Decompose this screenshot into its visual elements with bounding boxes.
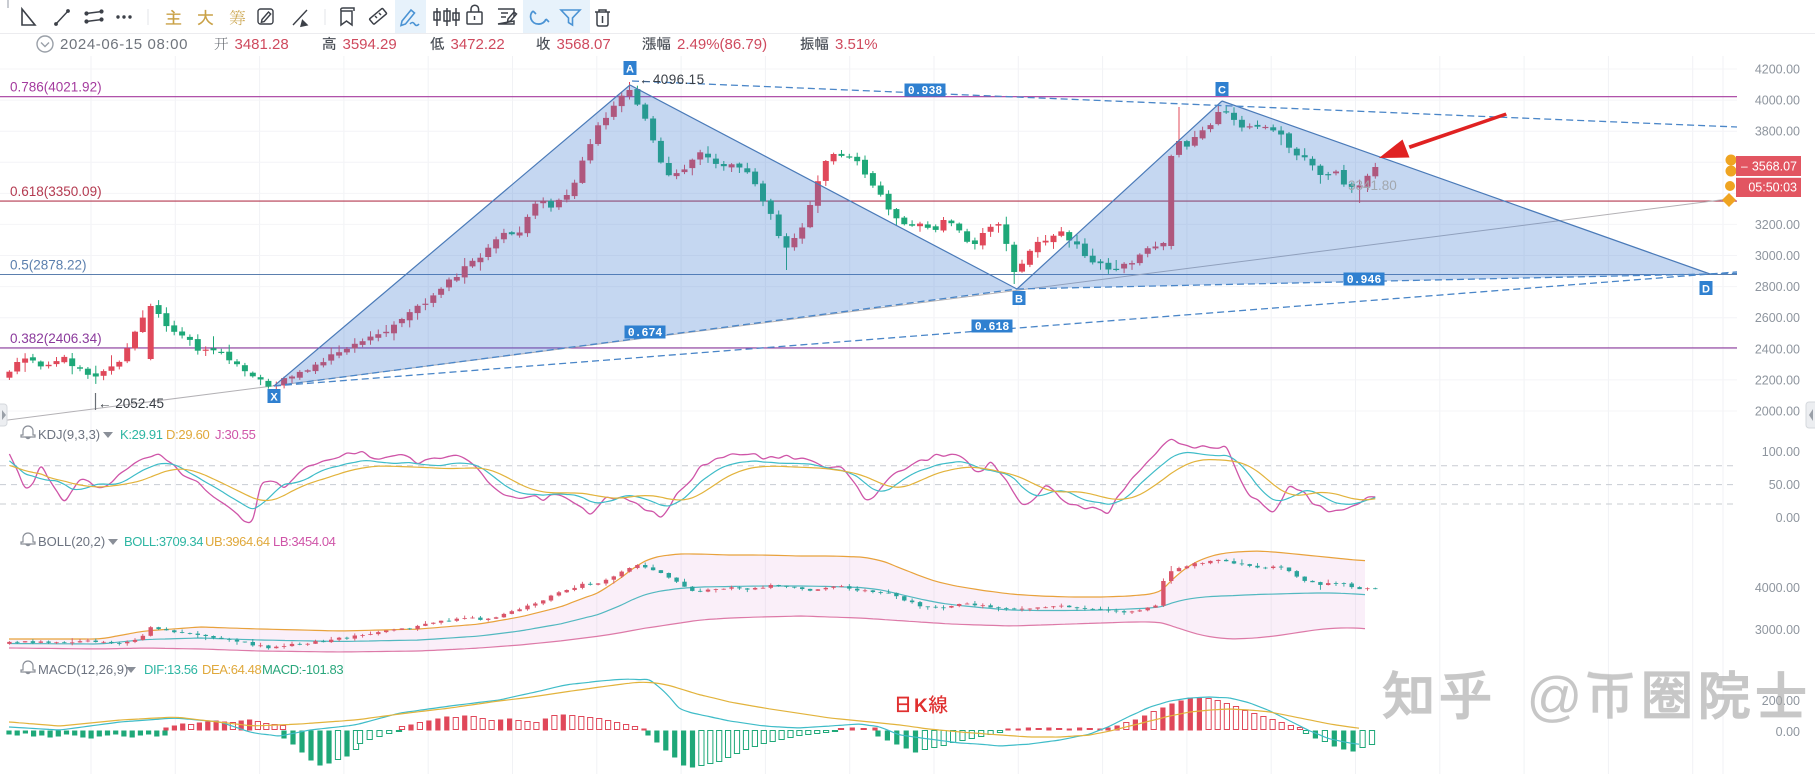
- svg-text:100.00: 100.00: [1762, 445, 1800, 459]
- svg-text:BOLL:3709.34: BOLL:3709.34: [124, 534, 203, 549]
- svg-text:UB:3964.64: UB:3964.64: [205, 534, 270, 549]
- svg-text:3000.00: 3000.00: [1755, 249, 1800, 263]
- svg-text:4200.00: 4200.00: [1755, 63, 1800, 77]
- svg-text:← 2052.45: ← 2052.45: [98, 396, 164, 411]
- svg-text:LB:3454.04: LB:3454.04: [273, 534, 336, 549]
- svg-text:0.946: 0.946: [1347, 274, 1382, 287]
- svg-text:0.00: 0.00: [1776, 725, 1800, 739]
- svg-text:X: X: [270, 392, 278, 404]
- svg-text:05:50:03: 05:50:03: [1748, 181, 1797, 195]
- svg-text:4000.00: 4000.00: [1755, 581, 1800, 595]
- svg-text:0.786(4021.92): 0.786(4021.92): [10, 80, 102, 95]
- svg-text:K: K: [914, 696, 928, 717]
- svg-text:3472.22: 3472.22: [451, 36, 505, 53]
- svg-text:KDJ(9,3,3): KDJ(9,3,3): [38, 427, 100, 442]
- svg-text:A: A: [626, 64, 634, 76]
- svg-text:K:29.91: K:29.91: [120, 427, 163, 442]
- svg-text:2024-06-15 08:00: 2024-06-15 08:00: [60, 36, 188, 53]
- svg-text:2400.00: 2400.00: [1755, 342, 1800, 356]
- svg-text:0.382(2406.34): 0.382(2406.34): [10, 331, 102, 346]
- svg-text:3200.00: 3200.00: [1755, 218, 1800, 232]
- svg-text:2.49%(86.79): 2.49%(86.79): [677, 36, 767, 53]
- svg-text:3800.00: 3800.00: [1755, 125, 1800, 139]
- svg-text:0.938: 0.938: [908, 85, 943, 98]
- svg-text:3.51%: 3.51%: [835, 36, 878, 53]
- svg-text:3481.28: 3481.28: [235, 36, 289, 53]
- svg-text:DEA:64.48: DEA:64.48: [202, 662, 261, 677]
- svg-text:0.5(2878.22): 0.5(2878.22): [10, 258, 87, 273]
- svg-text:3568.07: 3568.07: [557, 36, 611, 53]
- svg-text:2200.00: 2200.00: [1755, 373, 1800, 387]
- svg-text:0.618: 0.618: [975, 321, 1010, 334]
- svg-text:3568.07: 3568.07: [1752, 160, 1797, 174]
- svg-text:2600.00: 2600.00: [1755, 311, 1800, 325]
- svg-text:4000.00: 4000.00: [1755, 94, 1800, 108]
- svg-text:2800.00: 2800.00: [1755, 280, 1800, 294]
- svg-text:50.00: 50.00: [1769, 478, 1800, 492]
- svg-text:D: D: [1702, 284, 1710, 296]
- svg-text:B: B: [1015, 294, 1023, 306]
- svg-text:@: @: [1527, 665, 1583, 727]
- svg-text:DIF:13.56: DIF:13.56: [144, 662, 198, 677]
- svg-text:3594.29: 3594.29: [343, 36, 397, 53]
- svg-text:←4096.15: ←4096.15: [639, 72, 705, 87]
- svg-text:0.00: 0.00: [1776, 511, 1800, 525]
- svg-text:C: C: [1218, 85, 1226, 97]
- svg-text:–: –: [1741, 159, 1748, 173]
- svg-text:0.618(3350.09): 0.618(3350.09): [10, 184, 102, 199]
- svg-text:2000.00: 2000.00: [1755, 404, 1800, 418]
- svg-text:BOLL(20,2): BOLL(20,2): [38, 534, 105, 549]
- svg-text:MACD:-101.83: MACD:-101.83: [262, 662, 343, 677]
- svg-text:J:30.55: J:30.55: [215, 427, 256, 442]
- svg-text:MACD(12,26,9): MACD(12,26,9): [38, 662, 128, 677]
- svg-text:D:29.60: D:29.60: [166, 427, 210, 442]
- svg-text:0.674: 0.674: [628, 327, 663, 340]
- svg-text:3341.80: 3341.80: [1348, 178, 1397, 193]
- svg-text:3000.00: 3000.00: [1755, 623, 1800, 637]
